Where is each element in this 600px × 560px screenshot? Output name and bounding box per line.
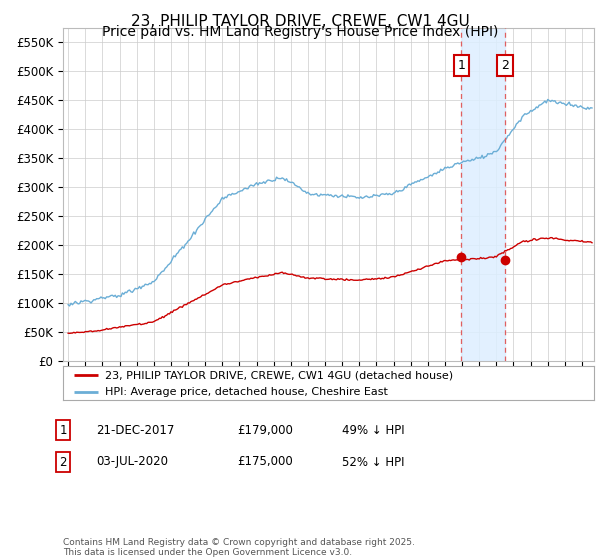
Text: 1: 1 [59, 423, 67, 437]
Text: 21-DEC-2017: 21-DEC-2017 [96, 423, 175, 437]
Text: 03-JUL-2020: 03-JUL-2020 [96, 455, 168, 469]
Text: Contains HM Land Registry data © Crown copyright and database right 2025.
This d: Contains HM Land Registry data © Crown c… [63, 538, 415, 557]
Bar [461, 28, 505, 361]
Text: 1: 1 [457, 59, 465, 72]
Text: 52% ↓ HPI: 52% ↓ HPI [342, 455, 404, 469]
Text: 23, PHILIP TAYLOR DRIVE, CREWE, CW1 4GU: 23, PHILIP TAYLOR DRIVE, CREWE, CW1 4GU [131, 14, 469, 29]
Text: Price paid vs. HM Land Registry's House Price Index (HPI): Price paid vs. HM Land Registry's House … [102, 25, 498, 39]
Text: 2: 2 [501, 59, 509, 72]
Text: HPI: Average price, detached house, Cheshire East: HPI: Average price, detached house, Ches… [106, 387, 388, 396]
Text: £179,000: £179,000 [237, 423, 293, 437]
Text: 49% ↓ HPI: 49% ↓ HPI [342, 423, 404, 437]
Text: 23, PHILIP TAYLOR DRIVE, CREWE, CW1 4GU (detached house): 23, PHILIP TAYLOR DRIVE, CREWE, CW1 4GU … [106, 370, 454, 380]
Text: £175,000: £175,000 [237, 455, 293, 469]
Text: 2: 2 [59, 455, 67, 469]
